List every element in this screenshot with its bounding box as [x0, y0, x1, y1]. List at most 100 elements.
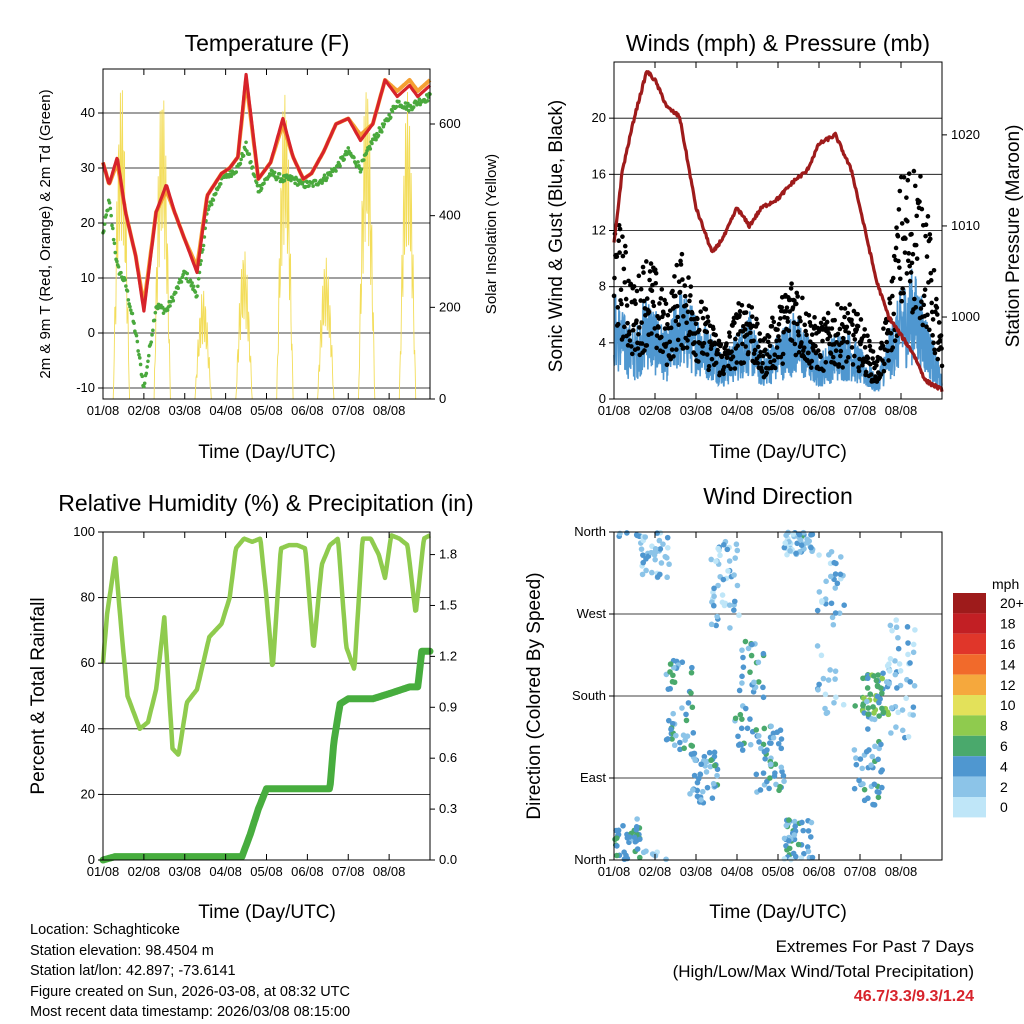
gust-point [704, 329, 710, 335]
gust-point [635, 346, 641, 351]
gust-point [630, 327, 636, 333]
direction-point [738, 725, 745, 732]
direction-point [722, 600, 729, 607]
direction-x-tick-label: 06/08 [803, 864, 836, 879]
direction-point [864, 685, 871, 691]
dewpoint-point [191, 284, 196, 289]
gust-point [622, 280, 628, 285]
dewpoint-point [113, 250, 118, 255]
dewpoint-point [359, 167, 364, 172]
gust-point [684, 345, 690, 350]
direction-point [819, 598, 825, 604]
direction-point [669, 678, 676, 685]
gust-point [799, 340, 804, 345]
direction-point [753, 771, 760, 778]
direction-point [688, 751, 695, 757]
gust-point [639, 320, 644, 325]
dewpoint-point [165, 308, 170, 312]
winds-x-tick-label: 04/08 [721, 403, 754, 418]
gust-point [763, 347, 768, 353]
direction-point [739, 747, 746, 753]
direction-point [865, 711, 871, 717]
gust-point [844, 359, 849, 364]
dewpoint-point [229, 174, 234, 178]
gust-point [620, 253, 626, 259]
direction-point [739, 680, 745, 686]
gust-point [924, 324, 929, 330]
direction-panel: Wind Direction NorthEastSouthWestNorth01… [524, 483, 1024, 923]
dewpoint-point [313, 178, 318, 183]
direction-point [624, 530, 630, 536]
direction-point [757, 787, 764, 793]
dewpoint-point [218, 182, 223, 186]
direction-point [710, 780, 717, 787]
direction-point [867, 691, 874, 698]
gust-point [896, 207, 902, 212]
direction-point [727, 625, 733, 631]
gust-point [896, 258, 901, 264]
solar-y-tick-label-right: 200 [439, 299, 461, 314]
direction-point [880, 670, 886, 677]
gust-point [858, 317, 864, 322]
direction-point [714, 772, 720, 779]
dewpoint-point [184, 276, 189, 281]
temperature-x-tick-label: 08/08 [373, 403, 406, 418]
gust-point [844, 324, 850, 330]
gust-point [870, 356, 875, 361]
direction-point [698, 761, 704, 768]
gust-point [634, 288, 640, 294]
direction-point [691, 772, 698, 779]
gust-point [618, 298, 623, 303]
direction-point [726, 602, 733, 608]
dewpoint-point [244, 140, 248, 145]
dewpoint-point [196, 276, 201, 281]
direction-point [668, 726, 674, 733]
gust-point [764, 370, 770, 376]
direction-point [664, 534, 671, 541]
gust-point [894, 225, 899, 230]
gust-point [874, 363, 879, 368]
gust-point [812, 315, 817, 320]
direction-point [677, 739, 683, 746]
dewpoint-point [325, 176, 329, 180]
direction-point [783, 822, 790, 829]
direction-point [888, 730, 894, 736]
gust-point [881, 326, 886, 331]
winds-y-tick-label: 8 [599, 279, 606, 294]
temperature-x-tick-label: 01/08 [87, 403, 120, 418]
direction-point [805, 848, 812, 855]
gust-point [935, 356, 941, 362]
direction-point [838, 554, 844, 560]
gust-point [769, 323, 775, 329]
gust-point [886, 358, 891, 363]
direction-point [853, 761, 860, 768]
gust-point [681, 345, 687, 351]
winds-x-tick-label: 08/08 [885, 403, 918, 418]
direction-point [910, 712, 916, 718]
direction-point [870, 801, 876, 808]
gust-point [639, 341, 645, 346]
direction-point [737, 711, 744, 718]
gust-point [705, 314, 711, 320]
direction-point [885, 711, 892, 718]
gust-point [688, 293, 693, 298]
gust-point [685, 338, 690, 343]
direction-point [837, 571, 844, 578]
gust-point [731, 315, 737, 321]
gust-point [668, 325, 674, 331]
direction-point [767, 775, 773, 781]
gust-point [785, 315, 790, 321]
direction-point [784, 551, 790, 558]
dewpoint-point [151, 328, 155, 333]
gust-point [891, 253, 897, 259]
solar-y-tick-label-right: 600 [439, 116, 461, 131]
humidity-x-tick-label: 05/08 [250, 864, 283, 879]
direction-point [642, 534, 649, 540]
gust-point [615, 321, 621, 327]
gust-point [756, 344, 761, 350]
direction-point [669, 736, 675, 742]
gust-point [794, 290, 800, 296]
gust-point [850, 362, 856, 367]
gust-point [929, 309, 935, 315]
extremes-title: Extremes For Past 7 Days [775, 937, 974, 956]
